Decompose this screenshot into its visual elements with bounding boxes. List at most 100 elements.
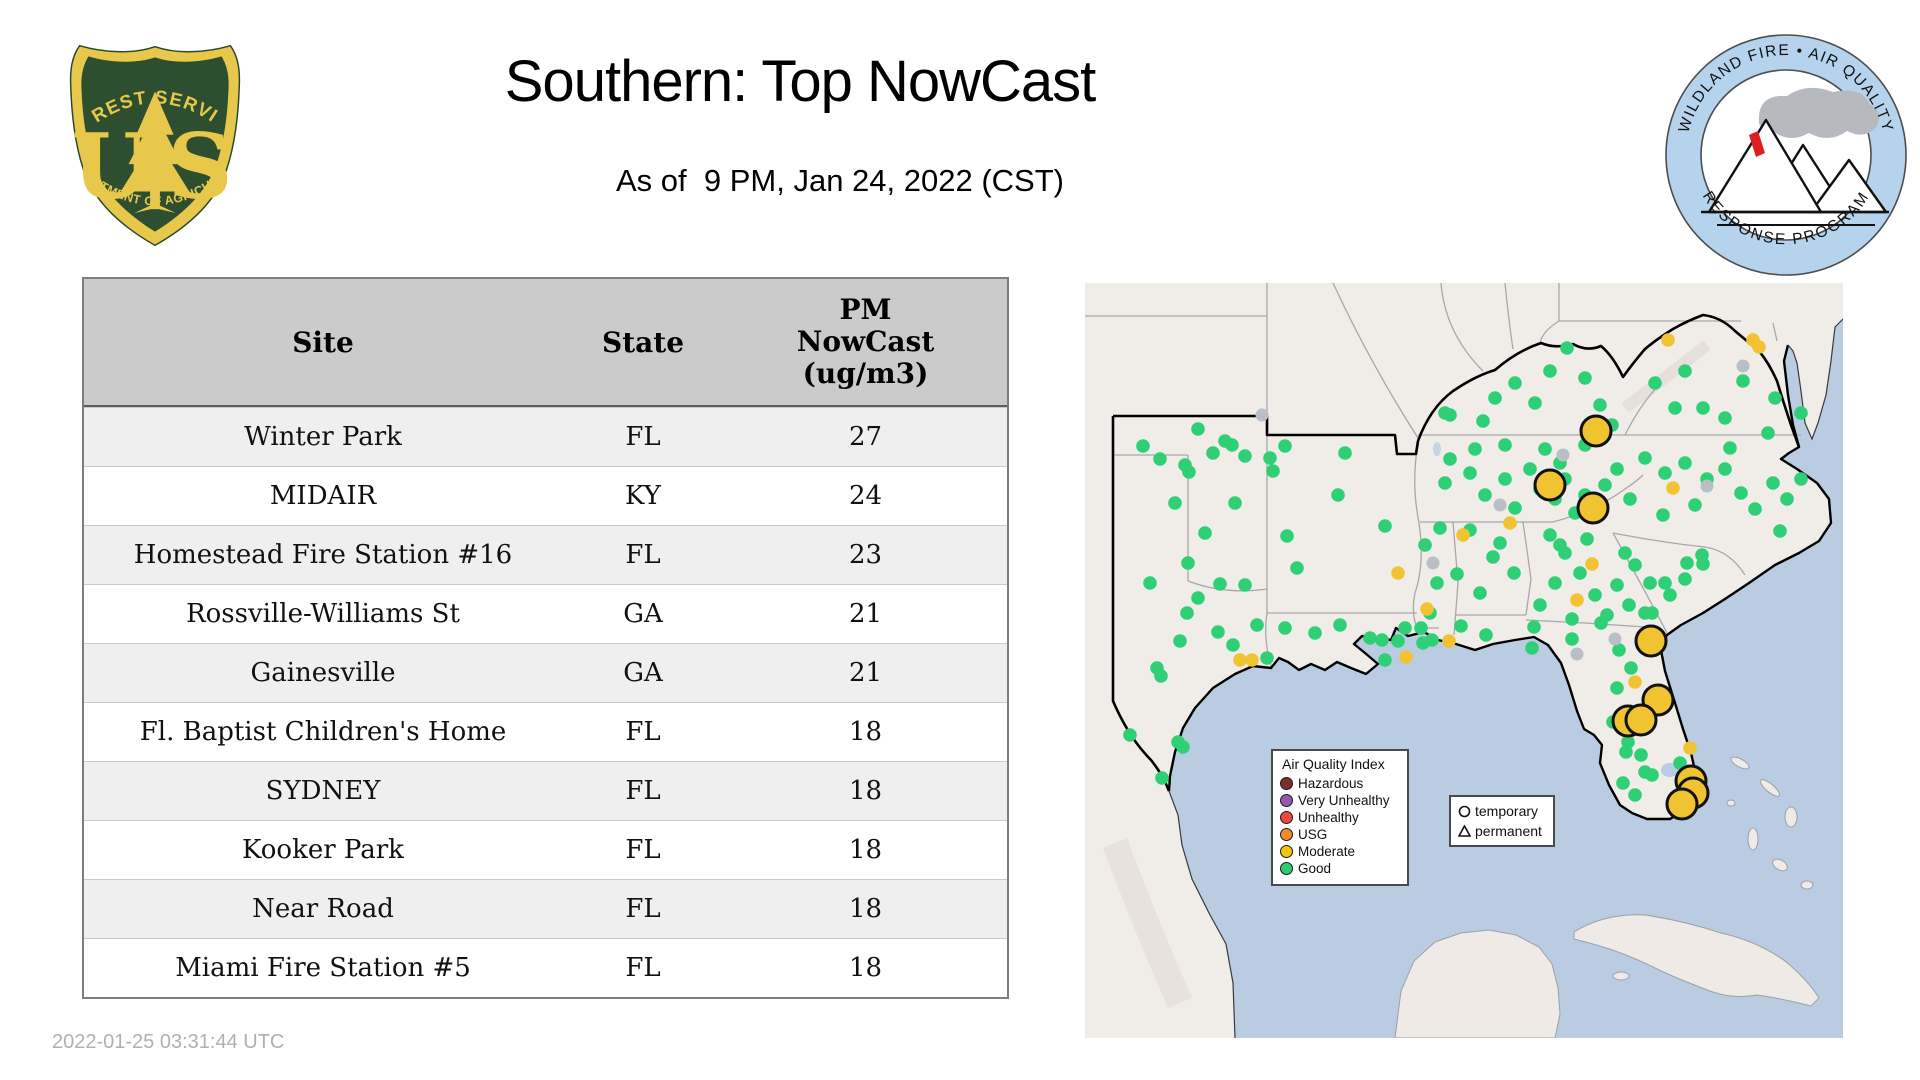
aqi-legend-title: Air Quality Index	[1282, 756, 1385, 772]
monitor-good	[1678, 572, 1692, 586]
monitor-top-site	[1634, 624, 1668, 658]
monitor-moderate	[1570, 593, 1584, 607]
monitor-good	[1622, 598, 1636, 612]
monitor-good	[1238, 449, 1252, 463]
monitor-good	[1468, 442, 1482, 456]
monitor-good	[1623, 492, 1637, 506]
monitor-good	[1176, 740, 1190, 754]
cell-site: Kooker Park	[242, 835, 404, 865]
monitor-good	[1154, 669, 1168, 683]
monitor-good	[1473, 586, 1487, 600]
monitor-moderate	[1456, 528, 1470, 542]
monitor-good	[1594, 616, 1608, 630]
monitor-good	[1565, 632, 1579, 646]
monitor-good	[1225, 438, 1239, 452]
monitor-good	[1331, 488, 1345, 502]
monitor-good	[1533, 598, 1547, 612]
monitor-good	[1638, 451, 1652, 465]
monitor-good	[1443, 408, 1457, 422]
monitor-good	[1181, 556, 1195, 570]
monitor-unknown	[1736, 359, 1750, 373]
cell-state: GA	[623, 658, 663, 688]
monitor-moderate	[1420, 602, 1434, 616]
monitor-good	[1643, 576, 1657, 590]
aqi-markers	[1123, 333, 1808, 821]
monitor-good	[1280, 529, 1294, 543]
cell-state: FL	[625, 835, 661, 865]
monitor-good	[1486, 550, 1500, 564]
fs-letter-s: S	[168, 113, 233, 219]
monitor-unknown	[1608, 632, 1622, 646]
cell-pm-value: 23	[848, 540, 883, 570]
page-title: Southern: Top NowCast	[504, 49, 1097, 114]
monitor-good	[1645, 768, 1659, 782]
aqi-legend-item: Moderate	[1280, 843, 1400, 860]
monitor-good	[1260, 651, 1274, 665]
monitor-good	[1553, 538, 1567, 552]
monitor-good	[1211, 625, 1225, 639]
smoke-cloud-icon	[1758, 87, 1880, 139]
aqi-legend-item: Very Unhealthy	[1280, 792, 1400, 809]
monitor-good	[1688, 498, 1702, 512]
permanent-triangle-icon	[1457, 825, 1471, 837]
monitor-good	[1123, 728, 1137, 742]
cell-state: FL	[625, 953, 661, 983]
monitor-good	[1610, 681, 1624, 695]
monitor-good	[1528, 396, 1542, 410]
monitor-moderate	[1503, 516, 1517, 530]
monitor-good	[1290, 561, 1304, 575]
monitor-good	[1634, 748, 1648, 762]
monitor-top-site	[1579, 414, 1613, 448]
monitor-unknown	[1255, 408, 1269, 422]
monitor-moderate	[1752, 340, 1766, 354]
table-row: Winter Park FL 27	[84, 407, 1007, 466]
cell-state: FL	[625, 776, 661, 806]
table-header-row: Site State PM NowCast (ug/m3)	[84, 279, 1007, 407]
cell-site: Rossville-Williams St	[186, 599, 460, 629]
monitor-good	[1168, 496, 1182, 510]
monitor-good	[1680, 556, 1694, 570]
monitor-good	[1618, 546, 1632, 560]
monitor-good	[1748, 502, 1762, 516]
pm-header-line2: NowCast	[796, 325, 935, 358]
forest-service-shield-icon: FOREST SERVICE U S DEPARTMENT OF AGRICUL…	[54, 24, 241, 247]
monitor-good	[1780, 492, 1794, 506]
aqi-color-dot	[1280, 777, 1293, 790]
monitor-good	[1580, 532, 1594, 546]
cell-pm-value: 21	[848, 658, 883, 688]
map-bahamas	[1726, 756, 1814, 890]
monitor-good	[1143, 576, 1157, 590]
lake-small	[1433, 442, 1441, 456]
monitor-good	[1538, 442, 1552, 456]
aqi-legend-items: Hazardous Very Unhealthy Unhealthy USG Moder…	[1280, 775, 1400, 877]
monitor-good	[1612, 643, 1626, 657]
monitor-good	[1616, 776, 1630, 790]
table-row: Miami Fire Station #5 FL 18	[84, 938, 1007, 997]
cell-site: Miami Fire Station #5	[175, 953, 471, 983]
monitor-good	[1375, 633, 1389, 647]
monitor-unknown	[1700, 479, 1714, 493]
monitor-good	[1191, 591, 1205, 605]
monitor-good	[1508, 376, 1522, 390]
aqi-legend-label: Good	[1298, 861, 1332, 876]
monitor-good	[1266, 464, 1280, 478]
aqi-legend-label: USG	[1298, 827, 1328, 842]
monitor-good	[1648, 376, 1662, 390]
cell-state: FL	[625, 422, 661, 452]
monitor-good	[1696, 557, 1710, 571]
monitor-good	[1718, 411, 1732, 425]
monitor-moderate	[1391, 566, 1405, 580]
monitor-good	[1658, 466, 1672, 480]
monitor-good	[1363, 631, 1377, 645]
monitor-good	[1508, 501, 1522, 515]
table-row: Gainesville GA 21	[84, 643, 1007, 702]
temporary-circle-icon	[1457, 805, 1471, 818]
monitor-good	[1543, 364, 1557, 378]
cell-pm-value: 18	[848, 717, 883, 747]
monitor-moderate	[1585, 557, 1599, 571]
cell-pm-value: 27	[848, 422, 883, 452]
monitor-good	[1619, 745, 1633, 759]
monitor-good	[1476, 414, 1490, 428]
cell-site: Winter Park	[244, 422, 402, 452]
monitor-good	[1668, 401, 1682, 415]
